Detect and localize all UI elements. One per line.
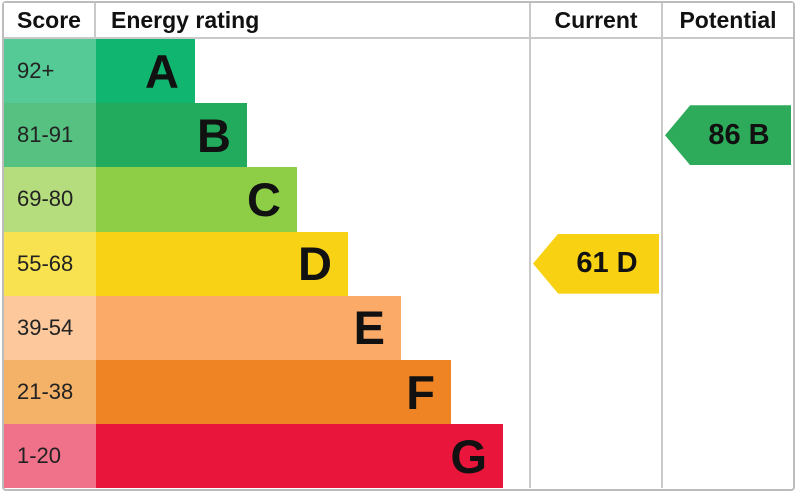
header-energy-rating: Energy rating <box>96 3 529 39</box>
band-f-score-label: 21-38 <box>17 379 74 405</box>
current-cell-b <box>529 103 661 168</box>
current-cell-f <box>529 359 661 425</box>
current-rating-arrow: 61 D <box>533 233 659 294</box>
band-e-score: 39-54 <box>4 295 96 360</box>
epc-table: Score Energy rating Current Potential 92… <box>2 1 795 491</box>
band-f-letter: F <box>406 365 435 419</box>
band-e-bar: E <box>96 295 401 360</box>
band-g-bar-cell: G <box>96 424 529 489</box>
band-d-score-label: 55-68 <box>17 250 74 276</box>
band-c-letter: C <box>247 172 281 226</box>
band-d-score: 55-68 <box>4 231 96 296</box>
band-e-bar-cell: E <box>96 295 529 360</box>
band-b-bar: B <box>96 103 247 168</box>
potential-rating-label: 86 B <box>708 118 770 151</box>
band-g-letter: G <box>450 429 487 483</box>
current-cell-d: 61 D <box>529 231 661 296</box>
header-current: Current <box>529 3 661 39</box>
potential-cell-a <box>661 39 793 104</box>
potential-cell-c <box>661 167 793 232</box>
current-cell-e <box>529 295 661 360</box>
band-a-bar-cell: A <box>96 39 529 104</box>
band-f-score: 21-38 <box>4 359 96 425</box>
band-b-score-label: 81-91 <box>17 122 74 148</box>
band-d-letter: D <box>298 237 332 291</box>
current-rating-label: 61 D <box>576 247 638 280</box>
band-d-bar: D <box>96 231 348 296</box>
current-cell-a <box>529 39 661 104</box>
band-c-score: 69-80 <box>4 167 96 232</box>
band-b-letter: B <box>197 108 231 162</box>
band-c-bar: C <box>96 167 297 232</box>
band-e-score-label: 39-54 <box>17 314 74 340</box>
potential-cell-d <box>661 231 793 296</box>
current-cell-g <box>529 424 661 489</box>
potential-rating-arrow: 86 B <box>665 105 791 166</box>
potential-cell-e <box>661 295 793 360</box>
band-f-bar: F <box>96 359 451 425</box>
band-a-score-label: 92+ <box>17 58 55 84</box>
band-a-letter: A <box>145 44 179 98</box>
band-g-score-label: 1-20 <box>17 443 62 469</box>
header-potential: Potential <box>661 3 793 39</box>
band-f-bar-cell: F <box>96 359 529 425</box>
band-b-bar-cell: B <box>96 103 529 168</box>
band-a-bar: A <box>96 39 195 104</box>
band-b-score: 81-91 <box>4 103 96 168</box>
current-cell-c <box>529 167 661 232</box>
potential-cell-f <box>661 359 793 425</box>
header-score: Score <box>4 3 96 39</box>
band-e-letter: E <box>353 301 385 355</box>
band-c-bar-cell: C <box>96 167 529 232</box>
potential-cell-g <box>661 424 793 489</box>
band-g-score: 1-20 <box>4 424 96 489</box>
potential-cell-b: 86 B <box>661 103 793 168</box>
band-c-score-label: 69-80 <box>17 186 74 212</box>
band-d-bar-cell: D <box>96 231 529 296</box>
band-g-bar: G <box>96 424 503 489</box>
band-a-score: 92+ <box>4 39 96 104</box>
